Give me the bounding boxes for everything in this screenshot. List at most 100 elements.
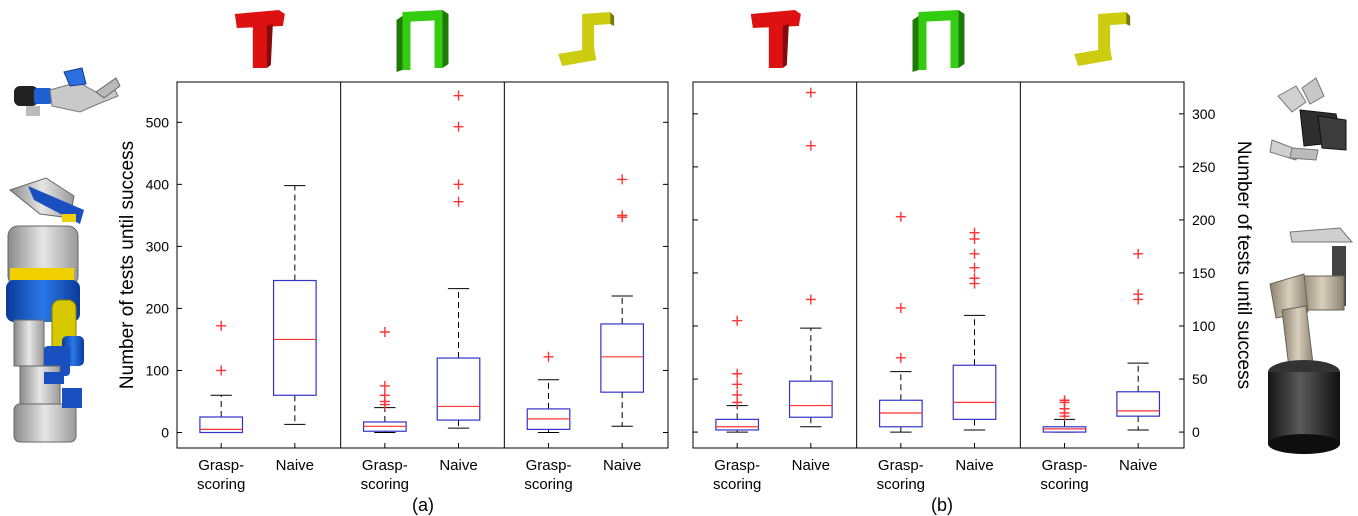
robot-gripper-icon [14,67,121,116]
outlier-marker [543,351,554,362]
t-shape-stem [252,26,269,68]
y-tick-label: 100 [146,362,170,378]
x-category-label: Grasp-scoring [524,457,572,493]
outlier-marker [216,320,227,331]
y-tick-label: 100 [1192,318,1216,334]
outlier-marker [732,315,743,326]
x-category-label-line: Naive [603,457,641,474]
pi-shape-right-leg [950,16,959,68]
outlier-marker [1133,289,1144,300]
outlier-marker [805,140,816,151]
x-category-label: Naive [955,457,993,474]
pi-shape-icon [912,10,965,72]
pi-shape-left-side [396,16,403,72]
l-shape-top [582,12,611,26]
x-category-label-line: scoring [713,476,761,493]
outlier-marker [453,196,464,207]
y-axis-label: Number of tests until success [1233,141,1254,389]
plot-frame [692,81,1185,449]
outlier-marker [379,390,390,401]
box [436,357,481,421]
humanoid-robot-icon [6,177,84,443]
outlier-marker [379,380,390,391]
outlier-marker [969,273,980,284]
x-category-label: Grasp-scoring [361,457,409,493]
x-category-label-line: scoring [361,476,409,493]
x-category-label: Grasp-scoring [1040,457,1088,493]
outlier-marker [895,352,906,363]
pi-shape-top [918,10,959,22]
pi-shape-top [402,10,443,22]
outlier-marker [969,248,980,259]
x-category-label-line: scoring [877,476,925,493]
l-shape-icon [1074,12,1131,66]
x-category-label-line: Grasp- [878,457,924,474]
outlier-marker [805,87,816,98]
outlier-marker [1133,248,1144,259]
outlier-marker [453,90,464,101]
t-shape-bar [750,10,801,28]
outlier-marker [732,368,743,379]
l-shape-side [610,12,615,26]
pi-shape-side [958,10,965,68]
x-category-label-line: Naive [439,457,477,474]
chart-a: 0 100 200 300 400 500 Number of tests until su… [117,81,669,515]
outlier-marker [805,294,816,305]
y-tick-label: 0 [1192,424,1200,440]
x-category-label-line: Grasp- [1042,457,1088,474]
plot-frame [176,81,669,449]
y-tick-label: 500 [146,114,170,130]
y-tick-label: 300 [1192,106,1216,122]
x-category-label: Grasp-scoring [713,457,761,493]
t-shape-icon [234,10,285,68]
x-category-label-line: Grasp- [198,457,244,474]
y-tick-label: 300 [146,238,170,254]
y-tick-label: 400 [146,176,170,192]
y-axis-label: Number of tests until success [117,141,138,389]
x-category-label-line: Naive [1119,457,1157,474]
box [1116,391,1161,417]
pi-shape-left-leg [402,16,411,70]
x-category-label: Naive [276,457,314,474]
y-tick-label: 150 [1192,265,1216,281]
outlier-marker [453,121,464,132]
x-category-label-line: scoring [1040,476,1088,493]
outlier-marker [969,262,980,273]
outlier-marker [216,365,227,376]
x-category-label-line: Grasp- [526,457,572,474]
subfigure-caption: (b) [931,495,953,515]
y-tick-label: 0 [161,424,169,440]
outlier-marker [1059,395,1070,406]
t-shape-bar [234,10,285,28]
l-shape-icon [558,12,615,66]
t-shape-side [782,24,789,68]
box [788,380,833,418]
t-shape-side [266,24,273,68]
chart-b: 0 50 100 150 200 250 300 Number of tests until … [692,81,1254,515]
outlier-marker [617,174,628,185]
l-shape-side [1126,12,1131,26]
y-tick-label: 200 [1192,212,1216,228]
l-shape-stem [582,20,595,56]
box [272,279,317,396]
outlier-marker [895,211,906,222]
box [600,323,645,393]
outlier-marker [617,210,628,221]
t-shape-stem [768,26,785,68]
x-category-label: Grasp-scoring [877,457,925,493]
x-category-label-line: Naive [276,457,314,474]
outlier-marker [969,227,980,238]
x-category-label-line: Naive [792,457,830,474]
box [199,416,244,434]
outlier-marker [453,179,464,190]
x-category-label: Naive [792,457,830,474]
pi-shape-side [442,10,449,68]
outlier-marker [895,302,906,313]
robot-hand-icon [1269,77,1347,161]
subfigure-caption: (a) [412,495,434,515]
pi-shape-right-leg [434,16,443,68]
l-shape-top [1098,12,1127,26]
x-category-label: Grasp-scoring [197,457,245,493]
x-category-label-line: scoring [524,476,572,493]
